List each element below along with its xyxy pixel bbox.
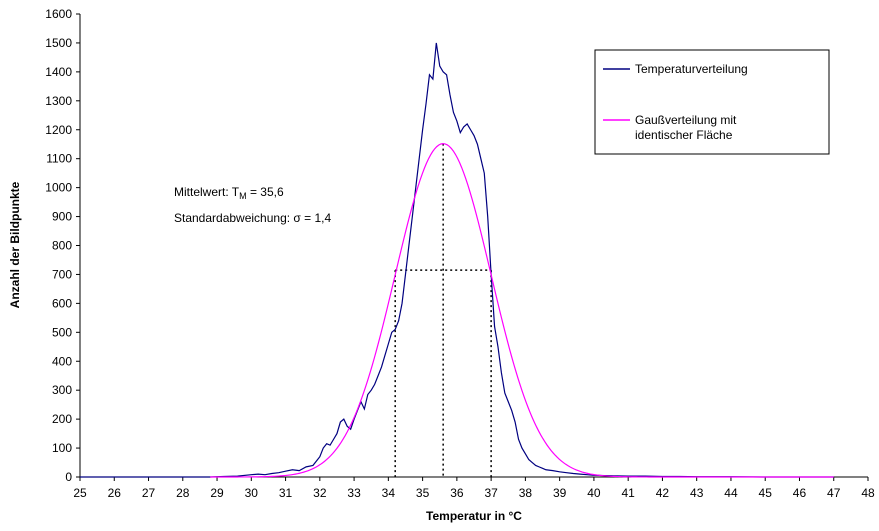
x-tick-label: 40 [587, 486, 601, 500]
y-tick-label: 700 [52, 267, 72, 281]
y-tick-label: 0 [65, 470, 72, 484]
x-tick-label: 35 [416, 486, 430, 500]
x-tick-label: 45 [759, 486, 773, 500]
x-tick-label: 30 [245, 486, 259, 500]
y-tick-label: 900 [52, 210, 72, 224]
y-tick-label: 1000 [45, 181, 72, 195]
annotation-mean: Mittelwert: TM = 35,6 [174, 185, 284, 201]
legend-label-gauss-line2: identischer Fläche [635, 128, 733, 142]
y-tick-label: 400 [52, 354, 72, 368]
x-tick-label: 39 [553, 486, 567, 500]
x-tick-label: 26 [108, 486, 122, 500]
legend: Temperaturverteilung Gaußverteilung mit … [594, 49, 830, 155]
annotation-mean-suffix: = 35,6 [247, 185, 284, 199]
y-tick-label: 1100 [46, 152, 72, 166]
legend-label-gaussverteilung: Gaußverteilung mit [635, 113, 737, 127]
x-tick-label: 48 [861, 486, 875, 500]
x-tick-label: 28 [176, 486, 190, 500]
annotation-mean-prefix: Mittelwert: T [174, 185, 240, 199]
x-ticks: 25 26 27 28 29 30 31 32 33 34 35 36 37 38 39 40 41 42 43 44… [73, 477, 875, 500]
x-tick-label: 27 [142, 486, 156, 500]
x-tick-label: 43 [690, 486, 704, 500]
legend-box [594, 49, 830, 155]
legend-label-gaussverteilung-line2: identischer Fläche [635, 128, 733, 142]
x-tick-label: 41 [621, 486, 635, 500]
x-tick-label: 47 [827, 486, 841, 500]
y-tick-label: 600 [52, 296, 72, 310]
y-tick-label: 1500 [45, 36, 72, 50]
y-tick-label: 300 [52, 383, 72, 397]
x-tick-label: 32 [313, 486, 327, 500]
x-axis-title: Temperatur in °C [426, 509, 522, 523]
x-tick-label: 25 [73, 486, 87, 500]
y-tick-label: 200 [52, 412, 72, 426]
annotation-std: Standardabweichung: σ = 1,4 [174, 211, 332, 225]
marker-lines [394, 143, 492, 477]
y-tick-label: 1200 [45, 123, 72, 137]
legend-label-temperaturverteilung: Temperaturverteilung [635, 62, 748, 76]
x-tick-label: 46 [793, 486, 807, 500]
y-ticks: 0 100 200 300 400 500 600 700 800 900 1000 1100 1200… [45, 7, 80, 484]
x-tick-label: 33 [347, 486, 361, 500]
series-line-temperaturverteilung [80, 42, 834, 478]
y-axis-title: Anzahl der Bildpunkte [8, 181, 22, 308]
series-line-gaussverteilung [210, 143, 834, 478]
y-tick-label: 1600 [45, 7, 72, 21]
legend-label-gauss-line1: Gaußverteilung mit [635, 113, 737, 127]
y-tick-label: 800 [52, 239, 72, 253]
y-tick-label: 100 [52, 441, 72, 455]
x-tick-label: 34 [382, 486, 396, 500]
x-tick-label: 31 [279, 486, 293, 500]
y-tick-label: 1400 [45, 65, 72, 79]
x-tick-label: 36 [450, 486, 464, 500]
x-tick-label: 29 [210, 486, 224, 500]
annotation-mean-subscript: M [239, 191, 247, 201]
x-tick-label: 42 [656, 486, 670, 500]
x-tick-label: 38 [519, 486, 533, 500]
x-tick-label: 37 [484, 486, 498, 500]
y-tick-label: 1300 [45, 94, 72, 108]
y-tick-label: 500 [52, 325, 72, 339]
x-tick-label: 44 [724, 486, 738, 500]
